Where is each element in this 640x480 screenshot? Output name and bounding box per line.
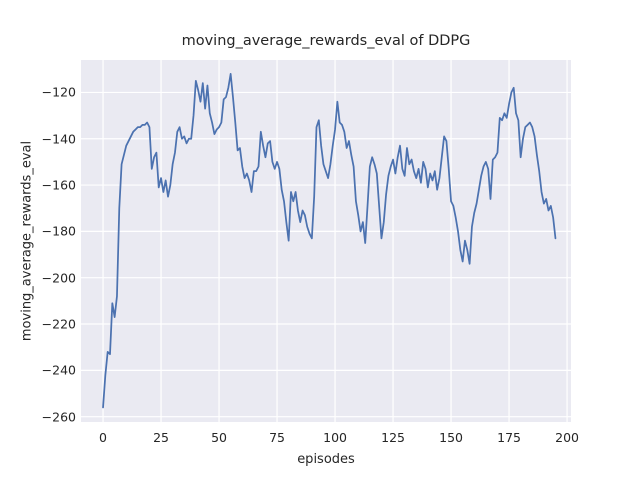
x-tick-label: 200 — [555, 430, 579, 445]
x-tick-label: 125 — [381, 430, 405, 445]
y-tick-label: −180 — [41, 223, 76, 239]
y-tick-label: −220 — [41, 316, 76, 332]
y-tick-label: −200 — [41, 270, 76, 286]
x-tick-label: 150 — [439, 430, 463, 445]
series-line-moving_average_rewards_eval — [102, 73, 557, 409]
y-tick-label: −140 — [41, 131, 76, 147]
x-tick-label: 75 — [269, 430, 285, 445]
x-tick-label: 0 — [99, 430, 108, 445]
x-axis-label: episodes — [297, 452, 355, 467]
chart-title: moving_average_rewards_eval of DDPG — [181, 33, 471, 49]
y-axis-label: moving_average_rewards_eval — [19, 140, 35, 342]
x-tick-label: 175 — [497, 430, 521, 445]
x-tick-label: 100 — [323, 430, 347, 445]
chart-canvas — [81, 60, 571, 422]
y-tick-label: −120 — [41, 84, 76, 100]
x-tick-label: 25 — [153, 430, 169, 445]
y-tick-label: −260 — [41, 409, 76, 425]
y-tick-label: −240 — [41, 362, 76, 378]
x-tick-label: 50 — [211, 430, 227, 445]
plot-area — [81, 60, 571, 422]
y-tick-label: −160 — [41, 177, 76, 193]
